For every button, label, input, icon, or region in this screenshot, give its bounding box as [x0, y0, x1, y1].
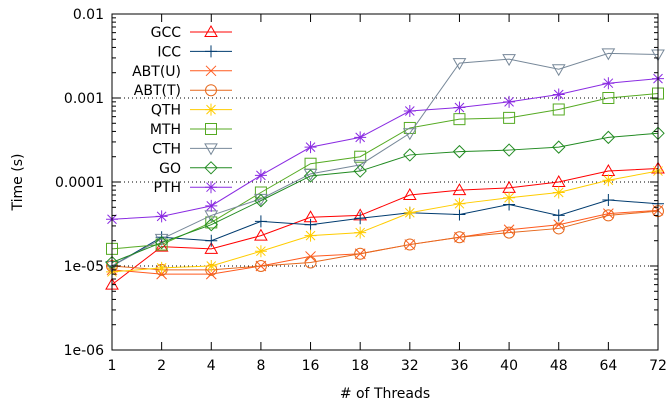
- grid-lines: [112, 98, 658, 266]
- series-mth: [107, 88, 664, 254]
- data-point-pth: [553, 89, 565, 101]
- data-point-gcc: [453, 184, 465, 195]
- legend-label-abt-u: ABT(U): [132, 64, 181, 80]
- legend-marker-icc: [205, 45, 217, 57]
- legend-item-mth: MTH: [150, 122, 232, 138]
- x-tick-label: 1: [108, 358, 117, 374]
- data-point-icc: [305, 219, 317, 231]
- legend-label-go: GO: [159, 161, 181, 177]
- data-point-icc: [553, 209, 565, 221]
- x-tick-label: 36: [451, 358, 469, 374]
- y-tick-label: 1e-05: [64, 259, 104, 275]
- legend-item-cth: CTH: [152, 141, 232, 157]
- data-point-qth: [156, 262, 168, 274]
- data-point-pth: [453, 102, 465, 114]
- data-point-pth: [602, 77, 614, 89]
- series-line-abt-t: [112, 211, 658, 270]
- data-point-pth: [205, 200, 217, 212]
- legend-item-gcc: GCC: [151, 25, 232, 41]
- x-tick-label: 8: [256, 358, 265, 374]
- legend-item-qth: QTH: [151, 103, 232, 119]
- legend-item-abt-u: ABT(U): [132, 64, 232, 80]
- x-tick-label: 40: [500, 358, 518, 374]
- legend-label-qth: QTH: [151, 103, 181, 119]
- series-line-go: [112, 133, 658, 262]
- x-tick-label: 16: [302, 358, 320, 374]
- x-tick-label: 48: [550, 358, 568, 374]
- data-point-qth: [305, 230, 317, 242]
- data-point-pth: [503, 96, 515, 108]
- x-tick-label: 18: [351, 358, 369, 374]
- legend-item-go: GO: [159, 161, 232, 177]
- y-axis-label: Time (s): [10, 154, 26, 212]
- x-tick-label: 2: [157, 358, 166, 374]
- series-line-gcc: [112, 168, 658, 284]
- legend-item-abt-t: ABT(T): [134, 83, 232, 99]
- x-tick-label: 72: [649, 358, 667, 374]
- data-point-pth: [354, 131, 366, 143]
- y-tick-label: 0.001: [64, 91, 104, 107]
- data-point-qth: [354, 227, 366, 239]
- data-point-pth: [404, 105, 416, 117]
- series-line-abt-u: [112, 210, 658, 274]
- data-point-icc: [255, 215, 267, 227]
- legend-label-pth: PTH: [153, 180, 181, 196]
- series-cth: [106, 49, 664, 272]
- data-point-gcc: [602, 165, 614, 176]
- series-line-mth: [112, 94, 658, 249]
- data-point-pth: [305, 141, 317, 153]
- data-point-qth: [453, 198, 465, 210]
- y-tick-label: 0.01: [73, 7, 104, 23]
- series-go: [106, 127, 664, 268]
- series-abt-u: [107, 205, 663, 279]
- x-tick-label: 64: [599, 358, 617, 374]
- plot-series: [106, 49, 664, 289]
- legend-marker-gcc: [205, 26, 217, 37]
- x-tick-label: 4: [207, 358, 216, 374]
- series-line-cth: [112, 53, 658, 266]
- legend-label-abt-t: ABT(T): [134, 83, 181, 99]
- data-point-gcc: [255, 230, 267, 241]
- series-line-qth: [112, 171, 658, 272]
- y-tick-label: 0.0001: [55, 175, 104, 191]
- data-point-qth: [404, 207, 416, 219]
- data-point-cth: [553, 65, 565, 76]
- x-tick-label: 32: [401, 358, 419, 374]
- legend-marker-pth: [205, 181, 217, 193]
- legend-item-pth: PTH: [153, 180, 232, 196]
- data-point-icc: [205, 235, 217, 247]
- data-point-icc: [602, 194, 614, 206]
- data-point-qth: [602, 174, 614, 186]
- legend-label-cth: CTH: [152, 141, 181, 157]
- data-point-icc: [453, 209, 465, 221]
- data-point-cth: [602, 49, 614, 60]
- legend-label-icc: ICC: [157, 44, 181, 60]
- data-point-pth: [255, 169, 267, 181]
- data-point-qth: [205, 260, 217, 272]
- legend-label-mth: MTH: [150, 122, 181, 138]
- data-point-qth: [255, 245, 267, 257]
- legend-item-icc: ICC: [157, 44, 232, 60]
- data-point-qth: [503, 192, 515, 204]
- data-point-qth: [553, 186, 565, 198]
- legend-label-gcc: GCC: [151, 25, 182, 41]
- y-tick-label: 1e-06: [64, 343, 104, 359]
- x-axis-label: # of Threads: [340, 386, 430, 402]
- legend: GCC ICC ABT(U) ABT(T) QTH MTH CTH GO PTH: [132, 25, 232, 196]
- legend-marker-qth: [205, 104, 217, 116]
- data-point-cth: [255, 194, 267, 205]
- legend-marker-cth: [205, 144, 217, 155]
- data-point-pth: [156, 210, 168, 222]
- series-abt-t: [107, 206, 664, 276]
